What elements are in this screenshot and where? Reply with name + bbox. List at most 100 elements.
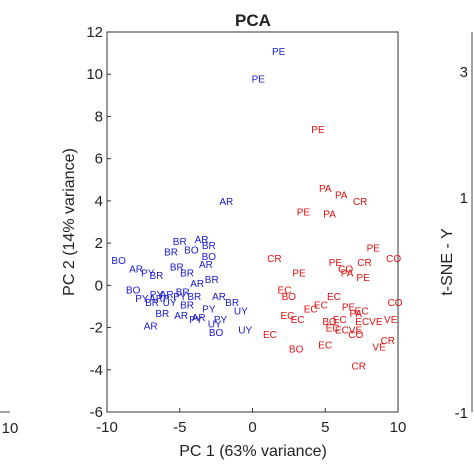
y-tick-label: -4 bbox=[90, 362, 103, 379]
point-label: BR bbox=[205, 275, 219, 286]
x-axis-ticks: -10 -5 0 5 10 bbox=[96, 408, 406, 436]
y-tick-label: 2 bbox=[95, 235, 103, 252]
y-tick-label: -2 bbox=[90, 320, 103, 337]
point-label: PY bbox=[150, 290, 164, 301]
point-label: AR bbox=[144, 321, 158, 332]
point-label: VE bbox=[384, 315, 398, 326]
point-label: UY bbox=[238, 326, 252, 337]
plot-frame bbox=[106, 31, 399, 413]
point-label: EC bbox=[314, 300, 328, 311]
point-label: PE bbox=[329, 258, 343, 269]
point-label: PY bbox=[189, 315, 203, 326]
x-axis-label: PC 1 (63% variance) bbox=[179, 443, 327, 460]
point-label: ECVE bbox=[355, 317, 383, 328]
point-label: BR bbox=[176, 288, 190, 299]
x-tick-label: -10 bbox=[96, 419, 118, 436]
point-label: BR bbox=[180, 269, 194, 280]
x-tick-label: -5 bbox=[173, 419, 186, 436]
point-label: PY bbox=[141, 269, 155, 280]
right-panel-tick-label: -1 bbox=[455, 405, 468, 422]
point-label: ECVE bbox=[335, 326, 363, 337]
point-label: EC bbox=[326, 324, 340, 335]
point-label: PA bbox=[350, 309, 363, 320]
point-label: PE bbox=[342, 302, 356, 313]
point-label: BO bbox=[111, 256, 126, 267]
point-label: EC bbox=[355, 307, 369, 318]
point-label: BR bbox=[155, 309, 169, 320]
point-label: BR bbox=[180, 300, 194, 311]
point-label: PY bbox=[214, 315, 228, 326]
point-label: AR bbox=[212, 292, 226, 303]
point-label: AR bbox=[190, 279, 204, 290]
point-label: CR bbox=[357, 258, 371, 269]
point-label: BR bbox=[187, 292, 201, 303]
point-label: PE bbox=[252, 74, 266, 85]
point-label: BO bbox=[289, 345, 304, 356]
point-label: UY bbox=[163, 298, 177, 309]
x-tick-label: 10 bbox=[390, 419, 407, 436]
point-label: EC bbox=[327, 292, 341, 303]
point-label: PE bbox=[311, 125, 325, 136]
point-label: AR bbox=[129, 264, 143, 275]
point-label: PY bbox=[173, 292, 187, 303]
point-label: CR bbox=[351, 362, 365, 373]
point-label: AR bbox=[160, 290, 174, 301]
y-tick-label: 0 bbox=[95, 277, 103, 294]
point-label: PE bbox=[367, 243, 381, 254]
point-label: BR bbox=[164, 248, 178, 259]
point-label: BR bbox=[150, 271, 164, 282]
point-label: AR bbox=[199, 260, 213, 271]
right-panel-tick-label: 3 bbox=[460, 64, 468, 81]
point-label: BR bbox=[202, 241, 216, 252]
point-label: BO bbox=[126, 286, 141, 297]
point-label: BR bbox=[145, 298, 159, 309]
point-label: AR bbox=[192, 313, 206, 324]
point-label: EC bbox=[318, 340, 332, 351]
right-panel-fragment: 3 1 -1 t-SNE - Y bbox=[439, 32, 473, 422]
point-label: CO bbox=[388, 298, 403, 309]
x-tick-label: 0 bbox=[248, 419, 256, 436]
point-label: EC bbox=[333, 315, 347, 326]
point-label: EC bbox=[263, 330, 277, 341]
point-label: BO bbox=[282, 292, 297, 303]
point-label: UY bbox=[208, 319, 222, 330]
point-label: AR bbox=[195, 235, 209, 246]
y-tick-label: 8 bbox=[95, 108, 103, 125]
point-label: EC bbox=[280, 311, 294, 322]
point-label: PA bbox=[341, 269, 354, 280]
y-axis-label: PC 2 (14% variance) bbox=[61, 148, 78, 296]
point-label: ARP bbox=[149, 294, 170, 305]
y-tick-label: 12 bbox=[86, 24, 103, 41]
x-tick-label: 5 bbox=[321, 419, 329, 436]
point-label: CR bbox=[381, 336, 395, 347]
point-label: EC bbox=[278, 286, 292, 297]
point-label: PE bbox=[292, 269, 306, 280]
point-label: CO bbox=[338, 264, 353, 275]
point-label: BO bbox=[202, 252, 217, 263]
point-label: PA bbox=[323, 210, 336, 221]
point-label: BR bbox=[173, 237, 187, 248]
point-label: PY bbox=[202, 305, 216, 316]
point-label: CO bbox=[348, 330, 363, 341]
point-label: AR bbox=[174, 311, 188, 322]
point-label: VE bbox=[372, 343, 386, 354]
point-label: AR bbox=[219, 197, 233, 208]
left-panel-fragment: 10 bbox=[0, 411, 18, 437]
point-label: CR bbox=[353, 197, 367, 208]
point-label: BR bbox=[225, 298, 239, 309]
point-label: PA bbox=[335, 191, 348, 202]
point-label: PA bbox=[319, 184, 332, 195]
y-tick-label: 10 bbox=[86, 66, 103, 83]
y-tick-label: 4 bbox=[95, 193, 103, 210]
right-panel-y-axis-label: t-SNE - Y bbox=[439, 228, 456, 296]
point-label: CO bbox=[386, 254, 401, 265]
point-label: UY bbox=[234, 307, 248, 318]
y-tick-label: -6 bbox=[90, 404, 103, 421]
point-label: PE bbox=[272, 47, 286, 58]
point-label: PE bbox=[297, 207, 311, 218]
point-label: EC bbox=[291, 315, 305, 326]
y-tick-label: 6 bbox=[95, 151, 103, 168]
point-label: BR bbox=[170, 262, 184, 273]
point-label: BO bbox=[184, 245, 199, 256]
